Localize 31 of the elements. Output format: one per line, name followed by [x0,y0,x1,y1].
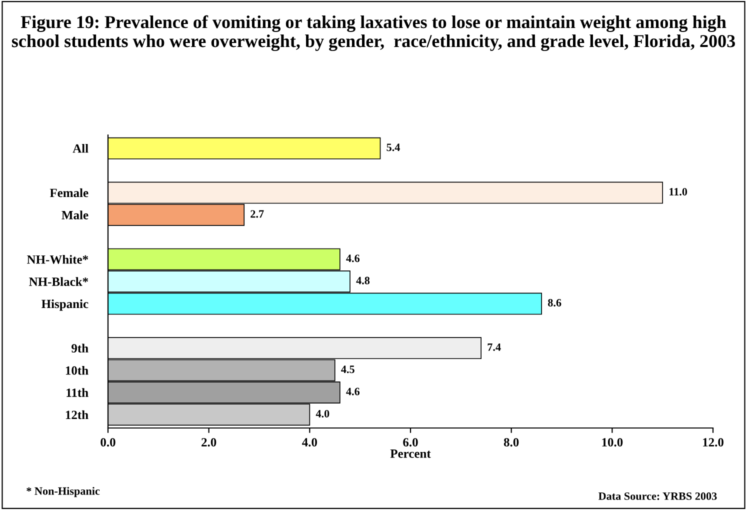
y-tick-label: Male [62,210,88,220]
data-label: 8.6 [548,298,562,307]
data-label: 7.4 [488,343,501,351]
x-tick-label: 8.0 [504,438,519,447]
x-tick-label: 12.0 [703,438,724,447]
y-tick-label: All [72,144,88,153]
text: * Non-Hispanic [26,486,100,498]
data-label: 4.6 [346,254,360,262]
y-tick-label: Hispanic [42,299,88,311]
data-label: 11.0 [670,188,688,196]
data-label: 4.5 [341,366,354,374]
source-note: Data Source: YRBS 2003 [598,492,717,500]
y-tick-label: 10th [66,366,88,375]
y-tick-label: Female [50,188,88,198]
y-tick-label: 11th [66,388,88,397]
chart-title: Figure 19: Prevalence of vomiting or taking laxatives to lose or maintain weight among high school students who were overweight, by gender, race/ethnicity, and grade level, Florida, 2003 [12,15,735,52]
y-tick-label: NH-Black* [29,277,88,286]
x-tick-label: 10.0 [602,438,623,447]
data-label: 5.4 [386,144,400,152]
x-tick-label: 6.0 [403,438,418,447]
y-tick-label: NH-White* [26,254,88,264]
data-label: 4.0 [316,410,330,418]
data-label: 4.6 [346,388,360,396]
y-tick-label: 12th [66,410,88,420]
y-tick-label: 9th [72,344,88,353]
x-tick-label: 0.0 [100,438,116,447]
x-tick-label: 2.0 [202,438,216,447]
data-label: 4.8 [356,276,370,284]
x-tick-label: 4.0 [302,438,318,447]
x-axis-title: Percent [390,450,431,458]
data-label: 2.7 [250,210,264,218]
